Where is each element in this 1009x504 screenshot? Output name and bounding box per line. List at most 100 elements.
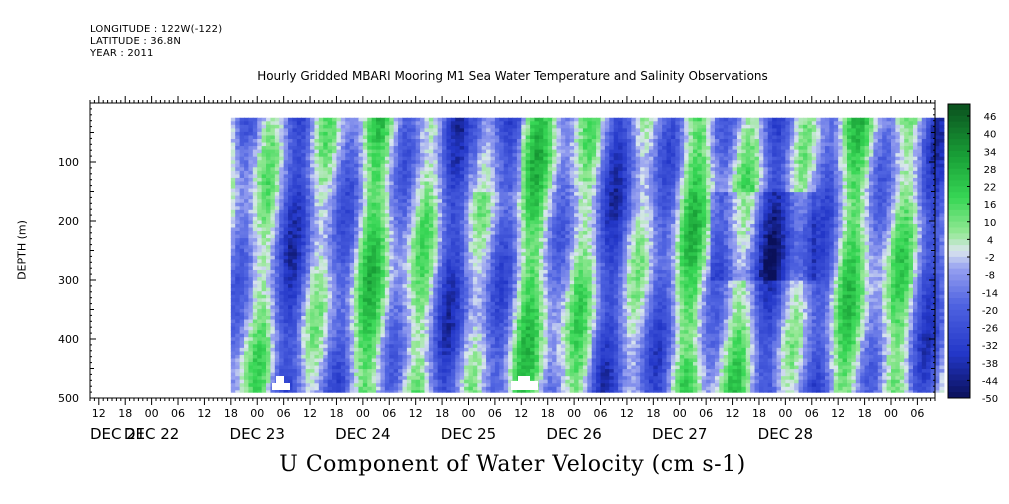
heatmap-cell	[376, 269, 382, 275]
heatmap-cell	[340, 287, 346, 292]
heatmap-cell	[472, 269, 478, 275]
heatmap-cell	[486, 153, 492, 158]
heatmap-cell	[428, 153, 434, 158]
heatmap-cell	[305, 241, 311, 246]
heatmap-cell	[481, 238, 487, 243]
heatmap-cell	[486, 259, 492, 264]
heatmap-cell	[367, 284, 373, 289]
heatmap-cell	[450, 337, 456, 342]
heatmap-cell	[270, 351, 276, 356]
heatmap-cell	[261, 266, 267, 271]
heatmap-cell	[503, 174, 509, 179]
heatmap-cell	[296, 323, 302, 328]
heatmap-cell	[472, 312, 478, 317]
heatmap-cell	[230, 383, 236, 388]
heatmap-cell	[411, 135, 417, 140]
heatmap-cell	[442, 354, 448, 360]
heatmap-cell	[274, 308, 280, 314]
heatmap-cell	[508, 330, 514, 335]
heatmap-cell	[323, 386, 329, 391]
heatmap-cell	[433, 142, 439, 147]
heatmap-cell	[402, 298, 408, 303]
heatmap-cell	[472, 259, 478, 264]
heatmap-cell	[235, 347, 241, 352]
heatmap-cell	[274, 121, 280, 126]
heatmap-cell	[389, 220, 395, 225]
heatmap-cell	[230, 326, 236, 331]
heatmap-cell	[354, 188, 360, 193]
heatmap-cell	[437, 142, 443, 147]
heatmap-cell	[446, 358, 452, 363]
heatmap-cell	[310, 330, 316, 335]
heatmap-cell	[481, 199, 487, 204]
heatmap-cell	[301, 199, 307, 204]
heatmap-cell	[274, 128, 280, 133]
heatmap-cell	[283, 121, 289, 126]
heatmap-cell	[349, 369, 355, 374]
heatmap-cell	[428, 181, 434, 186]
heatmap-cell	[283, 128, 289, 133]
heatmap-cell	[340, 124, 346, 129]
heatmap-cell	[323, 337, 329, 342]
heatmap-cell	[393, 365, 399, 370]
heatmap-cell	[393, 124, 399, 129]
heatmap-cell	[301, 245, 307, 250]
heatmap-cell	[248, 287, 254, 292]
heatmap-cell	[433, 231, 439, 236]
heatmap-cell	[424, 390, 430, 393]
heatmap-cell	[345, 202, 351, 207]
heatmap-cell	[446, 340, 452, 345]
heatmap-cell	[235, 131, 241, 137]
heatmap-cell	[468, 323, 474, 328]
heatmap-cell	[340, 340, 346, 345]
heatmap-cell	[301, 192, 307, 197]
heatmap-cell	[420, 358, 426, 363]
heatmap-cell	[490, 330, 496, 335]
heatmap-cell	[499, 294, 505, 299]
heatmap-cell	[477, 227, 483, 232]
heatmap-cell	[296, 252, 302, 257]
heatmap-cell	[288, 312, 294, 317]
heatmap-cell	[288, 273, 294, 278]
heatmap-cell	[424, 170, 430, 175]
heatmap-cell	[354, 170, 360, 175]
heatmap-cell	[270, 273, 276, 278]
heatmap-cell	[349, 149, 355, 154]
heatmap-cell	[380, 149, 386, 154]
heatmap-cell	[406, 365, 412, 370]
heatmap-cell	[270, 284, 276, 289]
heatmap-cell	[402, 245, 408, 250]
heatmap-cell	[270, 121, 276, 126]
heatmap-cell	[244, 135, 250, 140]
heatmap-cell	[402, 234, 408, 239]
heatmap-cell	[257, 241, 263, 246]
heatmap-cell	[257, 273, 263, 278]
heatmap-cell	[481, 248, 487, 253]
heatmap-cell	[292, 386, 298, 391]
heatmap-cell	[481, 213, 487, 218]
heatmap-cell	[402, 124, 408, 129]
heatmap-cell	[244, 312, 250, 317]
heatmap-cell	[252, 124, 258, 129]
heatmap-cell	[310, 365, 316, 370]
heatmap-cell	[296, 383, 302, 388]
heatmap-cell	[235, 170, 241, 175]
heatmap-cell	[402, 177, 408, 183]
heatmap-cell	[459, 117, 465, 122]
heatmap-cell	[292, 340, 298, 345]
heatmap-cell	[494, 153, 500, 158]
heatmap-cell	[389, 170, 395, 175]
heatmap-cell	[468, 333, 474, 338]
heatmap-cell	[477, 315, 483, 321]
heatmap-cell	[367, 315, 373, 321]
heatmap-cell	[327, 379, 333, 384]
heatmap-cell	[472, 305, 478, 310]
heatmap-cell	[367, 138, 373, 144]
heatmap-cell	[402, 223, 408, 229]
heatmap-cell	[266, 195, 272, 200]
heatmap-cell	[288, 153, 294, 158]
heatmap-cell	[384, 248, 390, 253]
heatmap-cell	[411, 330, 417, 335]
heatmap-cell	[323, 308, 329, 314]
heatmap-cell	[318, 308, 324, 314]
